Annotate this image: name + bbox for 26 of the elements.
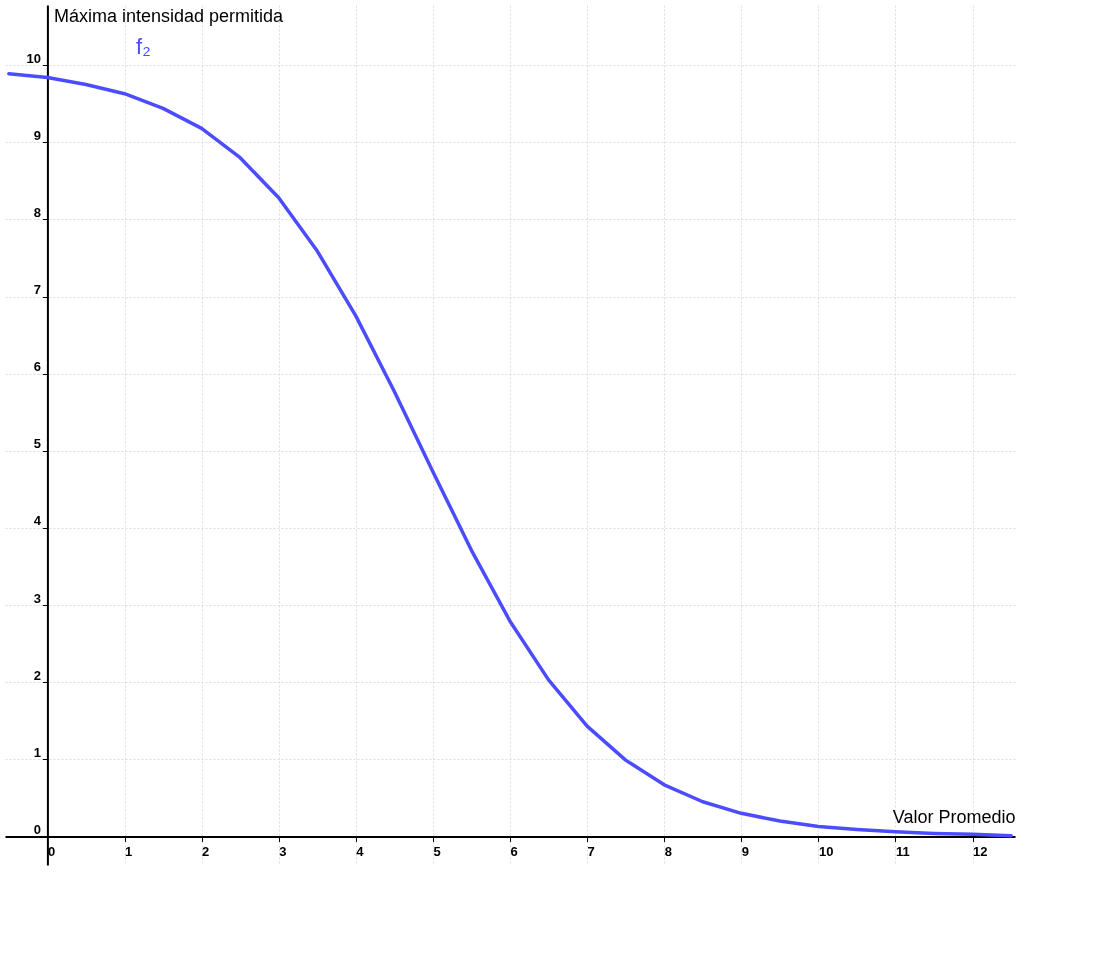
y-tick-label: 8 — [33, 204, 41, 220]
x-tick-label: 3 — [279, 843, 287, 859]
x-tick-label: 10 — [818, 843, 834, 859]
y-tick-label: 2 — [33, 667, 41, 683]
x-tick-label: 6 — [510, 843, 518, 859]
y-axis-title: Máxima intensidad permitida — [53, 5, 284, 26]
y-tick-label: 0 — [33, 821, 41, 837]
y-tick-label: 7 — [33, 282, 41, 298]
x-tick-label: 5 — [433, 843, 441, 859]
x-tick-label: 7 — [587, 843, 595, 859]
y-tick-label: 5 — [33, 436, 41, 452]
y-tick-label: 9 — [33, 127, 41, 143]
y-tick-label: 1 — [33, 744, 41, 760]
x-tick-label: 12 — [973, 843, 988, 859]
x-axis-title: Valor Promedio — [892, 806, 1016, 827]
annotation: f₂ — [136, 34, 151, 59]
x-tick-label: 9 — [741, 843, 750, 859]
x-tick-label: 11 — [896, 843, 910, 859]
y-tick-label: 3 — [33, 590, 41, 606]
y-tick-label: 4 — [33, 513, 42, 529]
x-tick-label: 8 — [664, 843, 672, 859]
y-tick-label: 6 — [33, 359, 41, 375]
x-tick-label: 1 — [125, 843, 133, 859]
x-tick-label: 2 — [202, 843, 210, 859]
x-tick-label: 4 — [356, 843, 365, 859]
y-tick-label: 10 — [26, 50, 41, 66]
